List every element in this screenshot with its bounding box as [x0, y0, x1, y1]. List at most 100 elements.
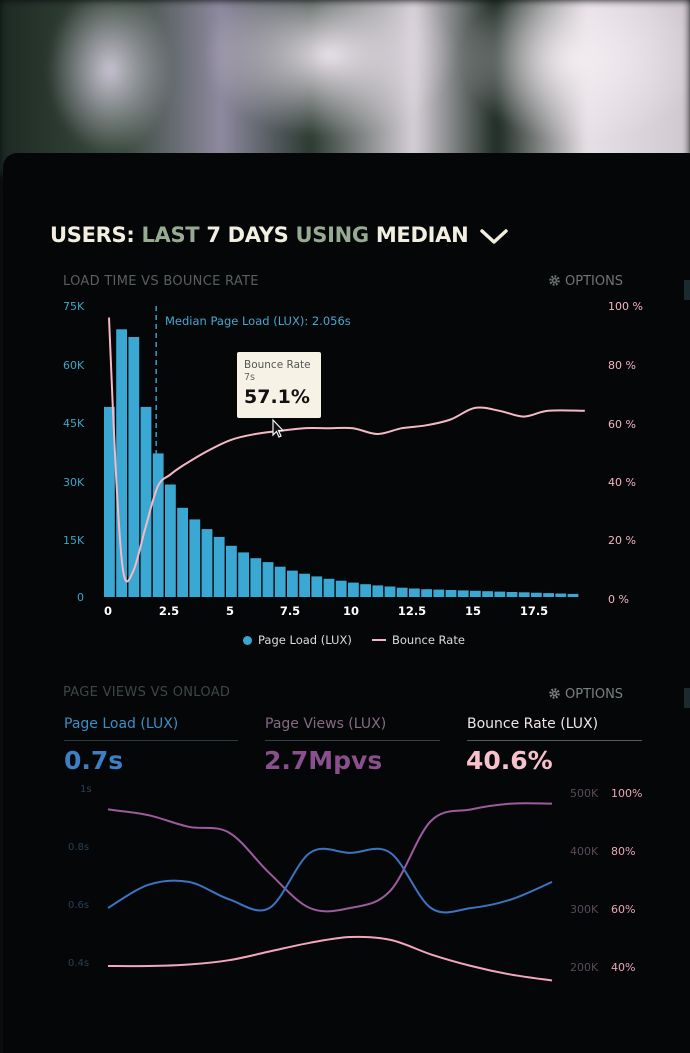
bar: [299, 573, 310, 597]
bar: [104, 406, 115, 597]
bar: [409, 588, 420, 597]
background-photo: [0, 0, 690, 175]
bar: [482, 591, 493, 597]
x-tick-17.5: 17.5: [519, 604, 549, 618]
bar: [348, 582, 359, 597]
y-tick-30k: 30K: [63, 476, 85, 489]
bar: [213, 536, 225, 597]
bar: [262, 562, 274, 597]
page-load-line: [107, 847, 553, 914]
y2-tick-80: 80 %: [608, 359, 636, 372]
page-views-line: [107, 802, 553, 913]
metric-page-load-label[interactable]: Page Load (LUX): [64, 716, 179, 732]
x-tick-7.5: 7.5: [279, 604, 301, 618]
x-tick-2.5: 2.5: [158, 604, 180, 618]
b-mid-tick-300k: 300K: [570, 903, 599, 916]
y-tick-45k: 45K: [63, 417, 85, 430]
dashboard-title[interactable]: USERS: LAST 7 DAYS USING MEDIAN: [50, 223, 509, 247]
bar: [445, 590, 457, 597]
bounce-rate-tooltip: Bounce Rate 7s 57.1%: [237, 352, 321, 418]
tooltip-value: 57.1%: [244, 386, 310, 408]
chevron-down-icon[interactable]: [479, 227, 509, 245]
x-tick-15: 15: [464, 604, 482, 618]
bar: [250, 558, 262, 597]
y2-tick-40: 40 %: [608, 476, 636, 489]
bar: [189, 519, 201, 597]
b-left-tick-0.8s: 0.8s: [68, 842, 90, 853]
b-mid-tick-400k: 400K: [570, 845, 599, 858]
x-tick-0: 0: [103, 604, 113, 618]
legend-bounce-rate[interactable]: Bounce Rate: [372, 633, 465, 647]
bar: [567, 593, 579, 597]
x-tick-12.5: 12.5: [397, 604, 427, 618]
title-metric: MEDIAN: [375, 223, 469, 247]
legend-page-load-label: Page Load (LUX): [258, 633, 352, 647]
bar: [177, 507, 188, 597]
metric-page-load-value: 0.7s: [64, 746, 124, 775]
bar: [274, 566, 286, 597]
legend-dot: [243, 636, 252, 645]
metric-divider: [64, 740, 238, 741]
bar: [128, 337, 140, 597]
x-tick-5: 5: [225, 604, 235, 618]
chart2-options-label: OPTIONS: [565, 687, 624, 702]
legend-line: [372, 639, 386, 641]
bar: [372, 585, 384, 597]
y2-tick-60: 60 %: [608, 418, 636, 431]
bar: [323, 578, 335, 597]
tooltip-title: Bounce Rate: [244, 359, 311, 371]
chart1-options-label: OPTIONS: [565, 274, 624, 289]
gear-icon: [549, 688, 560, 699]
title-using: USING: [295, 223, 370, 247]
bar: [140, 406, 152, 597]
next-panel-edge: [684, 280, 690, 300]
bar: [287, 570, 298, 597]
metric-page-views-label[interactable]: Page Views (LUX): [265, 716, 387, 732]
metric-divider: [467, 740, 642, 741]
y2-tick-20: 20 %: [608, 534, 636, 547]
bar: [506, 592, 518, 597]
title-last: LAST: [141, 223, 200, 247]
legend-bounce-rate-label: Bounce Rate: [392, 633, 465, 647]
bar: [433, 589, 445, 597]
bounce-rate-line: [107, 935, 553, 982]
bar: [518, 592, 530, 597]
bar: [335, 580, 347, 597]
bar: [555, 593, 567, 597]
bar: [152, 453, 164, 597]
y-tick-75k: 75K: [63, 300, 85, 313]
y2-tick-100: 100 %: [608, 300, 643, 313]
bar: [165, 484, 176, 597]
b-right-tick-80: 80%: [611, 845, 636, 858]
b-left-tick-0.4s: 0.4s: [68, 958, 90, 969]
b-left-tick-1s: 1s: [80, 784, 92, 795]
bar: [116, 329, 127, 597]
median-label: Median Page Load (LUX): 2.056s: [165, 314, 351, 328]
y-tick-15k: 15K: [63, 534, 85, 547]
legend-page-load[interactable]: Page Load (LUX): [243, 633, 352, 647]
bar: [238, 552, 249, 597]
b-right-tick-60: 60%: [611, 903, 636, 916]
next-panel-edge: [684, 688, 690, 708]
bar: [311, 576, 323, 597]
b-left-tick-0.6s: 0.6s: [68, 900, 90, 911]
chart2-title: PAGE VIEWS VS ONLOAD: [63, 685, 231, 700]
metric-bounce-rate-label[interactable]: Bounce Rate (LUX): [467, 716, 599, 732]
title-range: 7 DAYS: [206, 223, 289, 247]
b-mid-tick-500k: 500K: [570, 787, 599, 800]
chart1-options-button[interactable]: OPTIONS: [548, 274, 623, 289]
y2-tick-0: 0 %: [608, 593, 629, 606]
bar: [384, 586, 396, 597]
b-mid-tick-200k: 200K: [570, 961, 599, 974]
bar: [226, 545, 237, 597]
b-right-tick-100: 100%: [611, 787, 643, 800]
b-right-tick-40: 40%: [611, 961, 636, 974]
gear-icon: [549, 275, 560, 286]
metric-divider: [265, 740, 440, 741]
chart2-options-button[interactable]: OPTIONS: [548, 687, 623, 702]
bar: [421, 589, 432, 597]
y-tick-60k: 60K: [63, 359, 85, 372]
bar: [201, 529, 213, 597]
